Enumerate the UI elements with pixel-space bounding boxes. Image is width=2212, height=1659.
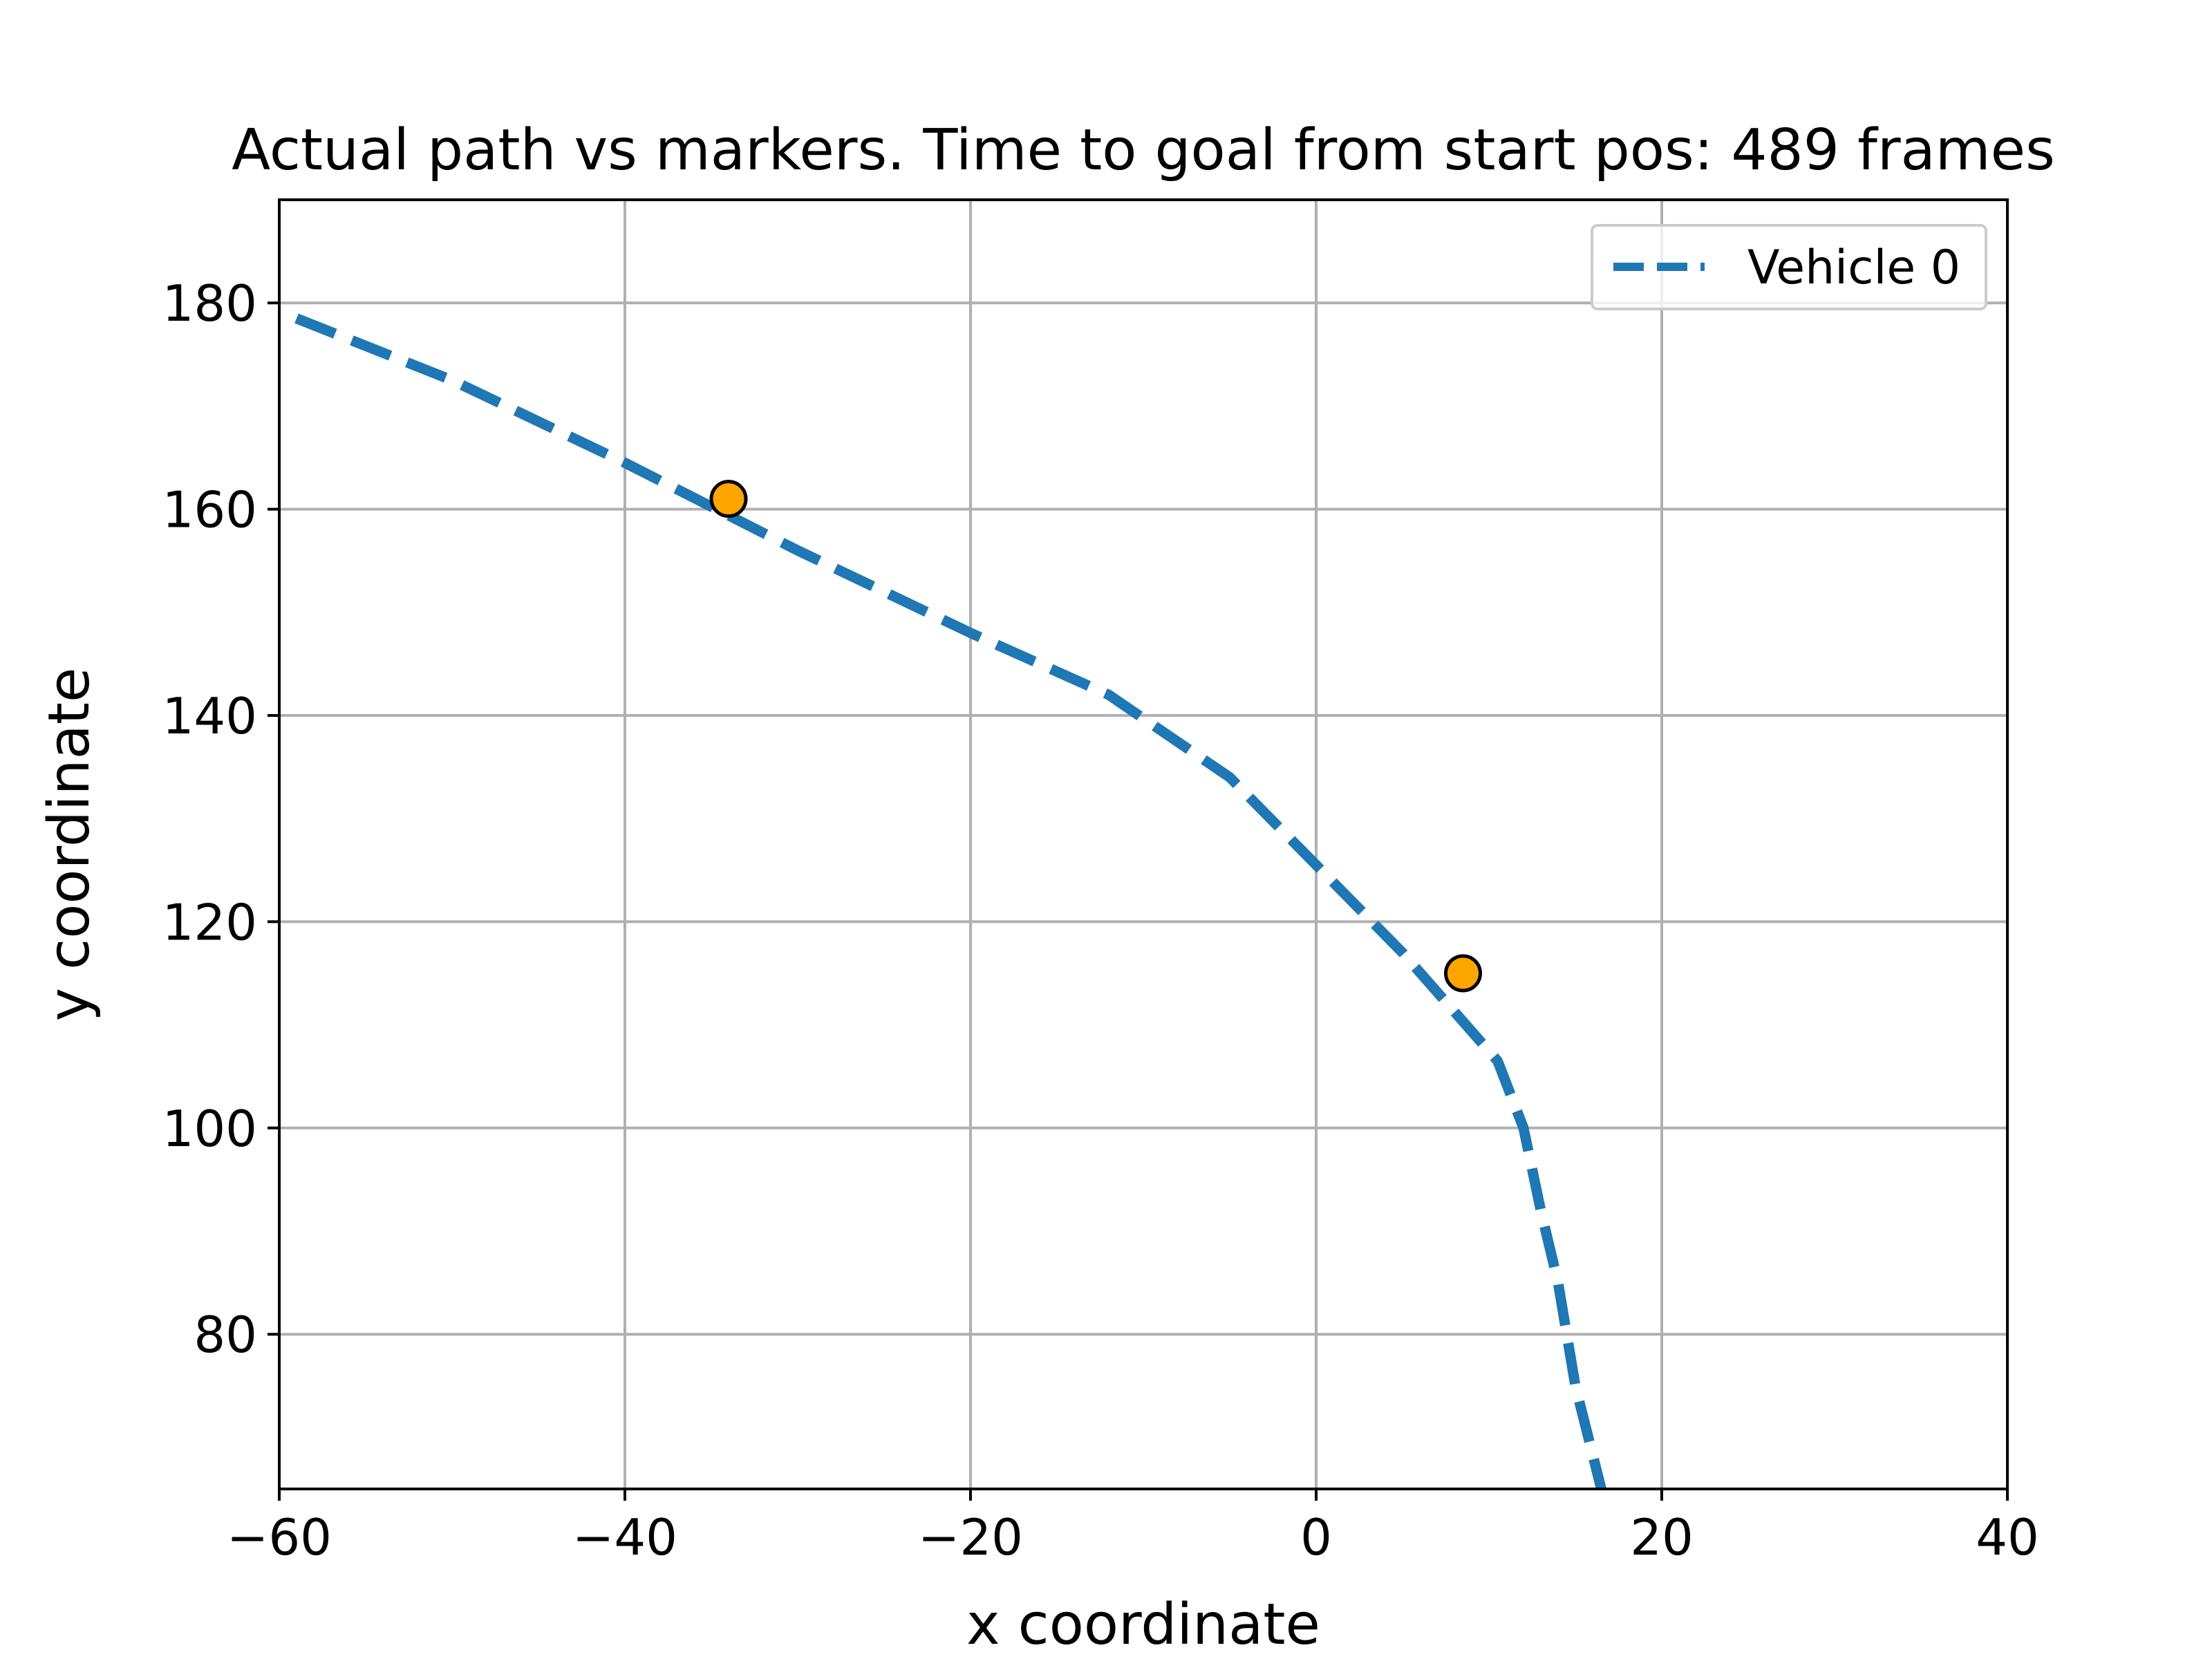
legend: Vehicle 0 bbox=[1591, 224, 1987, 310]
y-tick-label: 120 bbox=[162, 893, 257, 951]
y-axis-label: y coordinate bbox=[37, 668, 102, 1022]
grid bbox=[278, 200, 2009, 1489]
y-axis-ticks: 80 100 120 140 160 180 bbox=[162, 274, 279, 1364]
x-tick-label: −60 bbox=[227, 1508, 332, 1566]
series-line-vehicle-0 bbox=[294, 313, 1606, 1489]
chart-title: Actual path vs markers. Time to goal fro… bbox=[232, 118, 2055, 183]
x-tick-label: 20 bbox=[1630, 1508, 1694, 1566]
x-tick-label: 0 bbox=[1300, 1508, 1332, 1566]
x-tick-label: 40 bbox=[1976, 1508, 2039, 1566]
y-tick-label: 100 bbox=[162, 1100, 257, 1158]
marker-layer bbox=[709, 480, 1482, 993]
marker-point bbox=[709, 480, 748, 518]
y-tick-label: 160 bbox=[162, 481, 257, 539]
x-tick-label: −40 bbox=[572, 1508, 677, 1566]
plot-frame bbox=[278, 198, 2009, 1490]
x-tick-label: −20 bbox=[918, 1508, 1023, 1566]
legend-box bbox=[1591, 224, 1987, 310]
series-layer bbox=[294, 313, 1606, 1489]
x-axis-ticks: −60 −40 −20 0 20 40 bbox=[227, 1489, 2039, 1566]
y-tick-label: 140 bbox=[162, 687, 257, 745]
y-tick-label: 80 bbox=[194, 1306, 257, 1364]
x-axis-label: x coordinate bbox=[966, 1592, 1320, 1658]
marker-point bbox=[1444, 954, 1482, 993]
legend-label: Vehicle 0 bbox=[1747, 241, 1960, 295]
y-tick-label: 180 bbox=[162, 274, 257, 332]
